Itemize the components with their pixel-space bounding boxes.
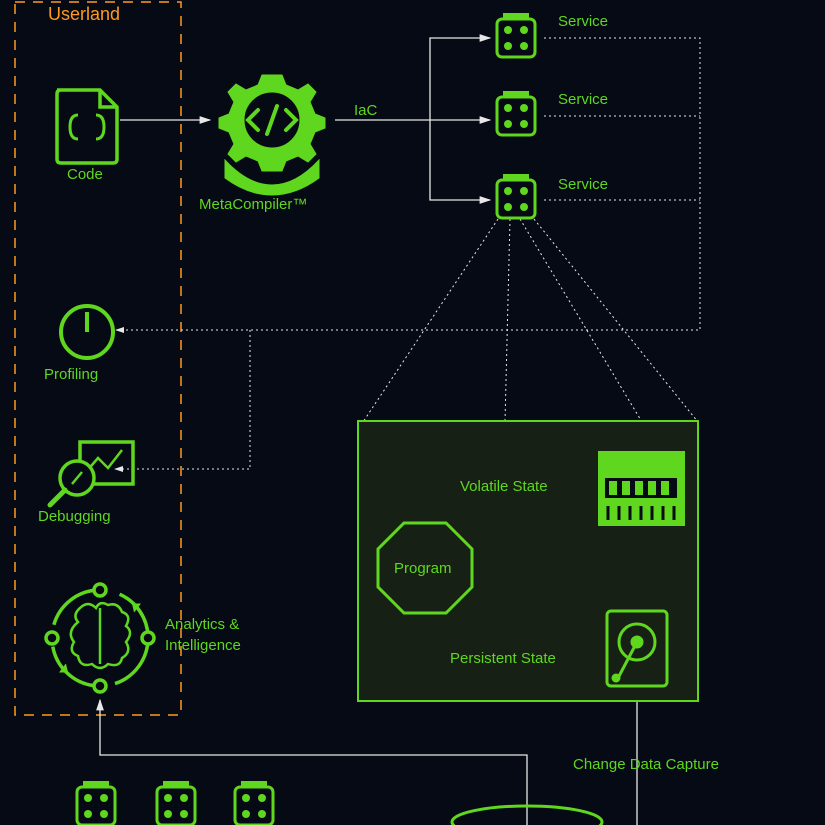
program-label: Program [394, 560, 452, 577]
ram-icon [598, 451, 685, 526]
analytics-icon [46, 584, 154, 692]
service1-label: Service [558, 13, 608, 30]
metacompiler-icon [219, 75, 325, 195]
code-icon [57, 90, 117, 163]
metacompiler-label: MetaCompiler™ [199, 196, 307, 213]
code-label: Code [67, 166, 103, 183]
analytics-label-1: Analytics & [165, 616, 239, 633]
bottom-service-icons [77, 781, 273, 825]
cdc-label: Change Data Capture [573, 756, 719, 773]
userland-label: Userland [48, 4, 120, 25]
analytics-label-2: Intelligence [165, 637, 241, 654]
profiling-icon [61, 306, 113, 358]
debugging-label: Debugging [38, 508, 111, 525]
service3-label: Service [558, 176, 608, 193]
volatile-label: Volatile State [460, 478, 548, 495]
userland-box [15, 2, 181, 715]
diagram-canvas [0, 0, 825, 825]
iac-label: IaC [354, 102, 377, 119]
profiling-label: Profiling [44, 366, 98, 383]
debugging-icon [50, 442, 133, 505]
service-icons [497, 13, 535, 218]
dotted-edges [115, 38, 700, 469]
service2-label: Service [558, 91, 608, 108]
persistent-label: Persistent State [450, 650, 556, 667]
